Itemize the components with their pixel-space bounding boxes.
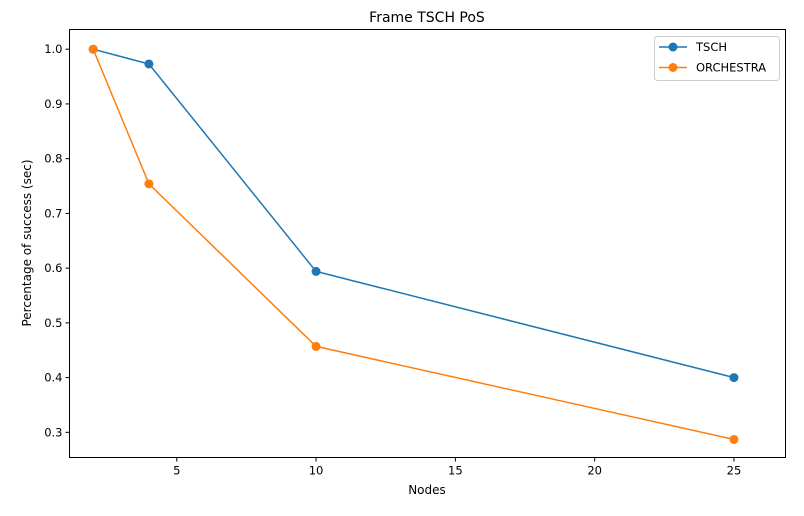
legend-label-tsch: TSCH	[695, 40, 727, 54]
data-point-orchestra	[311, 341, 321, 351]
legend: TSCH ORCHESTRA	[654, 36, 780, 81]
x-tick-label: 25	[727, 464, 742, 478]
data-point-orchestra	[144, 179, 154, 189]
y-tick-label: 0.4	[44, 371, 62, 385]
y-tick-label: 0.6	[44, 261, 62, 275]
x-tick-label: 20	[587, 464, 602, 478]
y-tick-label: 0.8	[44, 152, 62, 166]
plot-border	[69, 29, 786, 458]
legend-label-orchestra: ORCHESTRA	[696, 61, 766, 75]
y-axis: 0.3 0.4 0.5 0.6 0.7 0.8 0.9 1.0	[44, 42, 70, 439]
y-tick-label: 1.0	[44, 42, 62, 56]
x-tick-label: 5	[173, 464, 180, 478]
data-point-orchestra	[88, 44, 98, 54]
data-point-tsch	[729, 373, 739, 383]
data-point-tsch	[311, 266, 321, 276]
y-tick-label: 0.7	[44, 206, 62, 220]
x-axis-label: Nodes	[408, 483, 446, 497]
series-tsch	[88, 44, 739, 383]
legend-marker-orchestra	[668, 63, 678, 72]
x-tick-label: 10	[309, 464, 324, 478]
data-point-tsch	[144, 59, 154, 69]
chart-title: Frame TSCH PoS	[369, 10, 485, 26]
x-tick-label: 15	[448, 464, 463, 478]
series-layer	[88, 44, 739, 444]
series-line-orchestra	[92, 48, 735, 441]
y-tick-label: 0.3	[44, 425, 62, 439]
plot-area	[69, 29, 786, 458]
series-orchestra	[88, 44, 739, 444]
y-tick-label: 0.9	[44, 97, 62, 111]
series-line-tsch	[92, 48, 735, 379]
x-axis: 5 10 15 20 25	[173, 457, 742, 478]
y-tick-label: 0.5	[44, 316, 62, 330]
legend-marker-tsch	[668, 42, 678, 52]
data-point-orchestra	[729, 434, 739, 444]
y-axis-label: Percentage of success (sec)	[20, 159, 34, 326]
